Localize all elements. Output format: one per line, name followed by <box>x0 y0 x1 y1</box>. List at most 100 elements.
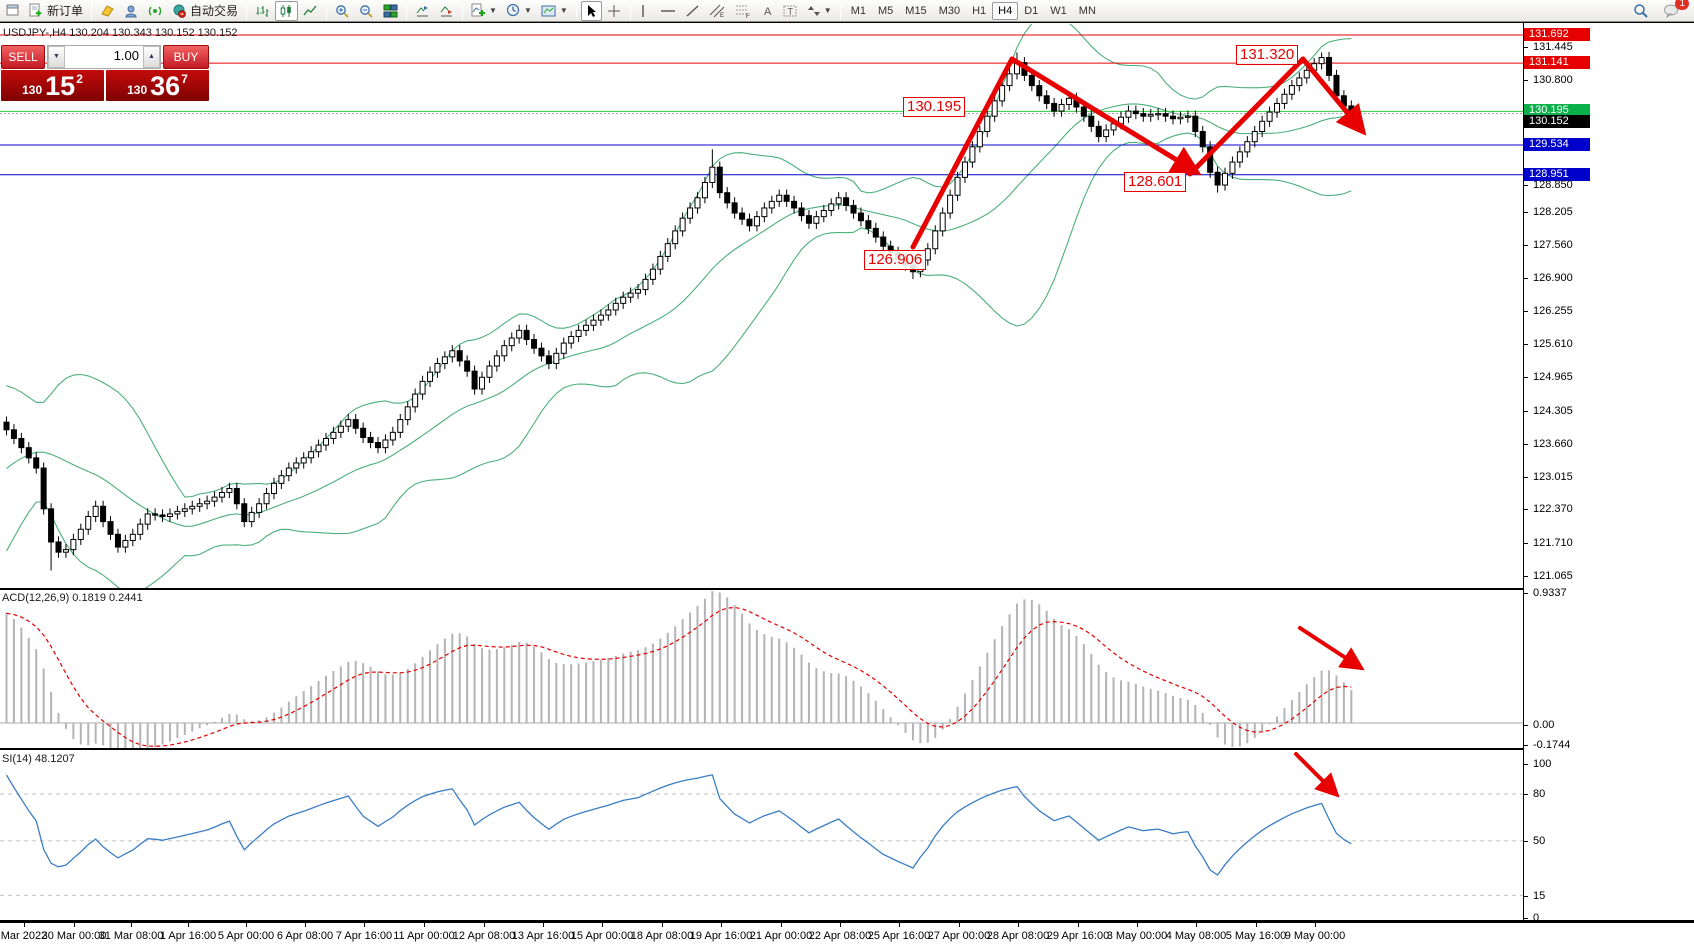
candle <box>828 203 835 212</box>
axis-tick-label: 124.965 <box>1524 371 1694 384</box>
time-tick-label: 11 Apr 00:00 <box>393 930 455 942</box>
line-chart-button[interactable] <box>299 1 322 21</box>
notifications-button[interactable]: 1 <box>1659 0 1689 21</box>
axis-tick-label: 80 <box>1524 788 1694 801</box>
candle <box>954 176 961 196</box>
zoom-out-button[interactable] <box>355 1 378 21</box>
macd-pane[interactable] <box>0 590 1523 748</box>
timeframe-button-M1[interactable]: M1 <box>850 4 866 17</box>
candle <box>739 212 746 220</box>
volume-increase-button[interactable]: ▲ <box>143 46 160 68</box>
candle <box>761 207 768 218</box>
price-label-annotation[interactable]: 126.906 <box>864 250 927 270</box>
trend-arrow[interactable] <box>1187 56 1306 177</box>
candle <box>1326 57 1333 76</box>
candle <box>531 339 538 349</box>
timeframe-button-M15[interactable]: M15 <box>905 4 927 17</box>
vertical-line-button[interactable] <box>635 1 655 21</box>
svg-text:A: A <box>764 6 772 18</box>
zoom-in-button[interactable] <box>331 1 354 21</box>
time-tick <box>424 923 425 927</box>
auto-trading-button[interactable]: 自动交易 <box>168 1 242 21</box>
text-label-button[interactable]: T <box>779 1 802 21</box>
indicators-button[interactable]: ▼ <box>467 1 501 21</box>
price-chart-pane[interactable] <box>0 24 1523 589</box>
price-label-annotation[interactable]: 131.320 <box>1236 45 1299 65</box>
window-button[interactable] <box>2 1 24 21</box>
new-order-button[interactable]: 新订单 <box>25 1 87 21</box>
price-label-annotation[interactable]: 128.601 <box>1124 172 1187 192</box>
sell-price-prefix: 130 <box>22 83 43 97</box>
templates-button[interactable]: ▼ <box>537 1 572 21</box>
periods-button[interactable]: ▼ <box>502 1 536 21</box>
timeframe-button-M5[interactable]: M5 <box>878 4 894 17</box>
price-badge: 130.152 <box>1524 115 1590 128</box>
candle <box>122 539 129 548</box>
cursor-button[interactable] <box>580 0 602 21</box>
pane-divider[interactable] <box>0 748 1523 750</box>
candle <box>1184 115 1191 118</box>
highlighter-button[interactable] <box>96 1 119 21</box>
axis-tick-label: 130.800 <box>1524 74 1694 87</box>
candle <box>479 376 486 390</box>
timeframe-button-MN[interactable]: MN <box>1078 4 1096 17</box>
chart-shift-icon <box>440 5 453 16</box>
profile-button[interactable] <box>120 1 143 21</box>
timeframe-button-D1[interactable]: D1 <box>1024 4 1039 17</box>
trend-arrow[interactable] <box>1294 752 1340 798</box>
candle <box>308 451 315 459</box>
timeframe-button-H1[interactable]: H1 <box>972 4 987 17</box>
candle <box>248 511 255 523</box>
candle <box>40 467 47 510</box>
sell-price-display[interactable]: 130 15 2 <box>1 70 104 101</box>
channel-button[interactable]: E <box>705 1 730 21</box>
timeframe-button-M30[interactable]: M30 <box>938 4 961 17</box>
candle <box>360 427 367 438</box>
candle <box>337 425 344 433</box>
time-tick <box>959 923 960 927</box>
candle <box>1080 106 1087 117</box>
time-tick-label: 6 Apr 08:00 <box>276 930 334 942</box>
candle <box>701 181 708 199</box>
crosshair-button[interactable] <box>603 1 626 21</box>
candle <box>1088 115 1095 127</box>
price-label-annotation[interactable]: 130.195 <box>903 97 966 117</box>
signal-button[interactable] <box>144 1 167 21</box>
timeframe-button-W1[interactable]: W1 <box>1050 4 1067 17</box>
search-button[interactable] <box>1629 1 1653 21</box>
trend-arrow[interactable] <box>910 56 1015 250</box>
pane-divider[interactable] <box>0 588 1523 590</box>
candle <box>553 352 560 365</box>
bar-chart-icon <box>256 5 269 17</box>
trend-arrow[interactable] <box>1298 626 1365 671</box>
tile-windows-button[interactable] <box>379 1 402 21</box>
buy-price-display[interactable]: 130 36 7 <box>106 70 209 101</box>
horizontal-line-button[interactable] <box>656 1 680 21</box>
trend-arrow[interactable] <box>1300 56 1367 136</box>
price-axis[interactable]: 131.692 131.445 131.141 130.800 130.195 130.1… <box>1524 23 1694 924</box>
candle <box>724 192 731 204</box>
trendline-button[interactable] <box>681 1 704 21</box>
candle <box>583 324 590 331</box>
volume-input[interactable]: 1.00 <box>113 48 139 63</box>
timeframe-button-H4[interactable]: H4 <box>992 1 1019 20</box>
rsi-pane[interactable] <box>0 750 1523 920</box>
candlestick-chart-button[interactable] <box>275 0 299 21</box>
auto-scroll-button[interactable] <box>411 1 434 21</box>
candle <box>25 447 32 459</box>
time-tick <box>364 923 365 927</box>
volume-decrease-button[interactable]: ▼ <box>48 46 65 68</box>
candle <box>776 194 783 202</box>
candle <box>189 505 196 510</box>
arrows-button[interactable]: ▼ <box>803 1 836 21</box>
sell-button[interactable]: SELL <box>1 45 45 69</box>
time-axis[interactable]: Mar 2022 30 Mar 00:00 31 Mar 08:00 1 Apr 16… <box>0 920 1694 947</box>
buy-button[interactable]: BUY <box>163 45 209 69</box>
chart-shift-button[interactable] <box>435 1 458 21</box>
text-button[interactable]: A <box>757 1 778 21</box>
bar-chart-button[interactable] <box>251 1 274 21</box>
trend-arrow[interactable] <box>1009 56 1202 176</box>
candle <box>590 319 597 326</box>
candle <box>285 467 292 477</box>
fibonacci-button[interactable]: F <box>731 1 756 21</box>
